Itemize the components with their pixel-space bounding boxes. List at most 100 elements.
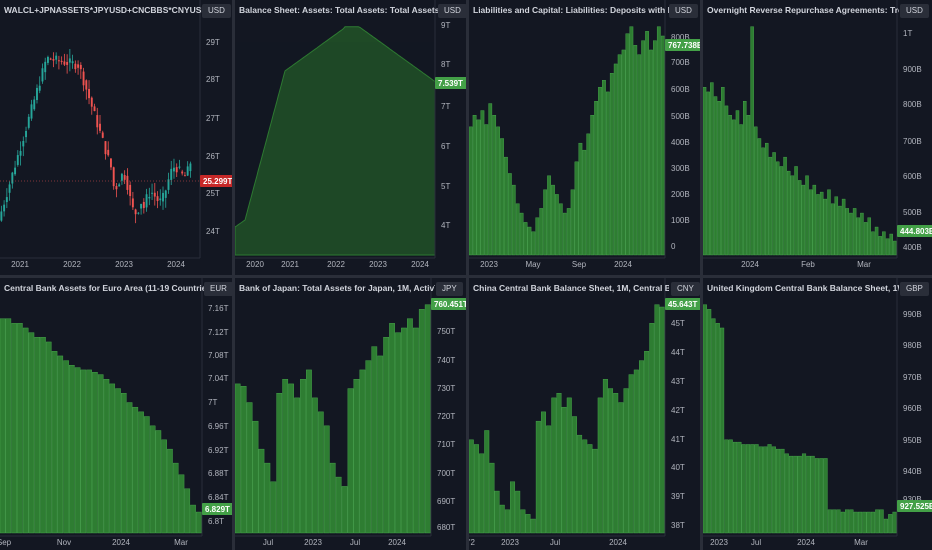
bar	[637, 54, 642, 256]
chart-canvas[interactable]: 1T 900B 800B 700B 600B 500B 400B 2024 Feb Mar 444.…	[703, 0, 932, 275]
bar	[840, 511, 845, 534]
bar	[126, 402, 133, 534]
bar	[874, 226, 879, 256]
y-axis-tick: 38T	[671, 521, 685, 530]
currency-button[interactable]: CNY	[671, 282, 700, 296]
candle-body	[189, 163, 192, 172]
bar	[849, 212, 853, 256]
bar	[45, 341, 52, 534]
currency-button[interactable]: USD	[900, 4, 929, 18]
chart-canvas[interactable]: 800B 700B 600B 500B 400B 300B 200B 100B 0 2023 May…	[469, 0, 700, 275]
candle-body	[60, 60, 63, 62]
candle-body	[142, 201, 145, 209]
chart-canvas[interactable]: 29T 28T 27T 26T 25T 24T 2021 2022 2023 2024 25.299…	[0, 0, 232, 275]
x-axis-tick: 2021	[281, 260, 299, 269]
bar	[889, 233, 893, 256]
bar	[383, 337, 390, 534]
bar	[0, 318, 6, 534]
pane-global-liquidity[interactable]: 29T 28T 27T 26T 25T 24T 2021 2022 2023 2024 25.299…	[0, 0, 232, 275]
bar	[541, 411, 546, 534]
candle-body	[71, 61, 74, 64]
chart-canvas[interactable]: 750T 740T 730T 720T 710T 700T 690T 680T Jul 2023 J…	[235, 278, 466, 550]
y-axis-tick: 7.16T	[208, 304, 229, 313]
candle-body	[120, 173, 123, 181]
y-axis-tick: 600B	[671, 85, 690, 94]
bar	[489, 462, 495, 534]
chart-canvas[interactable]: 7.16T 7.12T 7.08T 7.04T 7T 6.96T 6.92T 6.88T 6.8…	[0, 278, 232, 550]
pane-fed-total-assets[interactable]: 9T 8T 7T 6T 5T 4T 2020 2021 2022 2023 2024 7.539T B…	[235, 0, 466, 275]
x-axis-tick: Nov	[57, 538, 71, 547]
bar	[11, 323, 17, 534]
bar	[841, 198, 846, 256]
bar	[294, 397, 300, 534]
currency-button[interactable]: GBP	[900, 282, 929, 296]
bar	[623, 388, 629, 534]
bar	[645, 31, 649, 256]
bar	[816, 194, 820, 256]
currency-button[interactable]: USD	[669, 4, 698, 18]
bar	[830, 203, 835, 256]
pane-pboc-assets[interactable]: 45T 44T 43T 42T 41T 40T 39T 38T '2 2023 Jul 2024 45.…	[469, 278, 700, 550]
bar	[535, 217, 540, 256]
bar	[28, 332, 35, 534]
bar	[488, 103, 493, 256]
pane-reverse-repo[interactable]: 1T 900B 800B 700B 600B 500B 400B 2024 Feb Mar 444.…	[703, 0, 932, 275]
y-axis-tick: 900B	[903, 65, 922, 74]
bar	[312, 397, 318, 534]
bar	[617, 54, 622, 256]
currency-button[interactable]: USD	[438, 4, 466, 18]
bar	[649, 49, 653, 256]
y-axis-tick: 7T	[208, 398, 217, 407]
chart-canvas[interactable]: 45T 44T 43T 42T 41T 40T 39T 38T '2 2023 Jul 2024 45.…	[469, 278, 700, 550]
bar	[34, 337, 41, 534]
bar	[155, 430, 162, 534]
bar	[853, 511, 858, 534]
bar	[602, 379, 608, 534]
bar	[551, 184, 555, 256]
last-value-badge	[665, 39, 700, 51]
x-axis-tick: 2021	[11, 260, 29, 269]
bar	[892, 511, 897, 534]
currency-button[interactable]: EUR	[204, 282, 232, 296]
bar	[335, 476, 342, 534]
candle-body	[74, 63, 77, 70]
bar	[780, 448, 785, 534]
currency-button[interactable]: JPY	[436, 282, 463, 296]
bar	[707, 309, 712, 534]
candle-body	[25, 130, 27, 138]
candle-body	[153, 192, 156, 197]
bar	[609, 73, 614, 256]
row-divider[interactable]	[0, 275, 932, 278]
bar	[878, 236, 882, 256]
bar	[783, 156, 787, 256]
bar	[863, 222, 868, 256]
bar	[288, 383, 294, 534]
candle-body	[93, 106, 96, 112]
candle-body	[68, 58, 71, 63]
bar	[893, 240, 897, 256]
chart-canvas[interactable]: 990B 980B 970B 960B 950B 940B 930B 2023 Jul 2024 M…	[703, 278, 932, 550]
y-axis-tick: 970B	[903, 373, 922, 382]
pane-ecb-assets[interactable]: 7.16T 7.12T 7.08T 7.04T 7T 6.96T 6.92T 6.88T 6.8…	[0, 278, 232, 550]
pane-boe-assets[interactable]: 990B 980B 970B 960B 950B 940B 930B 2023 Jul 2024 M…	[703, 278, 932, 550]
bar	[772, 152, 776, 256]
bar	[856, 217, 861, 256]
pane-fed-deposits[interactable]: 800B 700B 600B 500B 400B 300B 200B 100B 0 2023 May…	[469, 0, 700, 275]
bar	[827, 189, 831, 256]
chart-title: WALCL+JPNASSETS*JPYUSD+CNCBBS*CNYUSD+ECB…	[4, 5, 204, 15]
bar	[776, 448, 781, 534]
bar	[508, 173, 512, 256]
pane-boj-assets[interactable]: 750T 740T 730T 720T 710T 700T 690T 680T Jul 2023 J…	[235, 278, 466, 550]
bar	[649, 323, 655, 534]
chart-canvas[interactable]: 9T 8T 7T 6T 5T 4T 2020 2021 2022 2023 2024 7.539T	[235, 0, 466, 275]
last-value-label: 767.738B	[668, 41, 700, 50]
candle-body	[140, 203, 143, 209]
y-axis-tick: 9T	[441, 21, 450, 30]
candle-body	[63, 61, 66, 65]
bar	[758, 446, 763, 534]
bar	[22, 327, 29, 534]
x-axis-tick: 2024	[609, 538, 627, 547]
candle-body	[16, 155, 19, 165]
currency-button[interactable]: USD	[202, 4, 231, 18]
bar	[476, 119, 481, 256]
